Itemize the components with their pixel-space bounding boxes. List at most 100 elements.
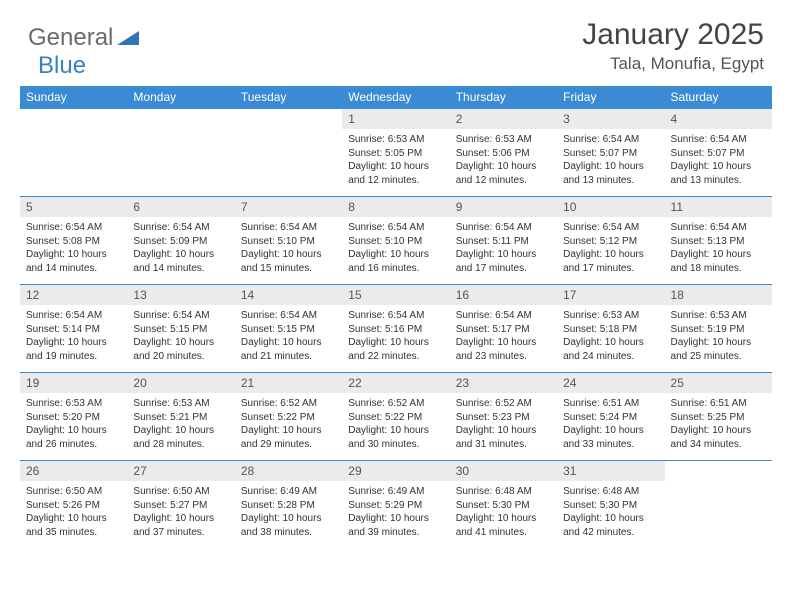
calendar-day-cell: 6Sunrise: 6:54 AMSunset: 5:09 PMDaylight… (127, 197, 234, 285)
day-number: 1 (342, 109, 449, 129)
day-number: 19 (20, 373, 127, 393)
day-number: 24 (557, 373, 664, 393)
day-details: Sunrise: 6:52 AMSunset: 5:22 PMDaylight:… (342, 393, 449, 457)
day-number: 10 (557, 197, 664, 217)
day-details: Sunrise: 6:51 AMSunset: 5:24 PMDaylight:… (557, 393, 664, 457)
location-text: Tala, Monufia, Egypt (582, 54, 764, 74)
calendar-day-cell (20, 109, 127, 197)
calendar-table: SundayMondayTuesdayWednesdayThursdayFrid… (20, 86, 772, 549)
calendar-day-cell: 10Sunrise: 6:54 AMSunset: 5:12 PMDayligh… (557, 197, 664, 285)
dow-header: Tuesday (235, 86, 342, 109)
calendar-day-cell: 12Sunrise: 6:54 AMSunset: 5:14 PMDayligh… (20, 285, 127, 373)
calendar-day-cell: 9Sunrise: 6:54 AMSunset: 5:11 PMDaylight… (450, 197, 557, 285)
day-number: 11 (665, 197, 772, 217)
calendar-day-cell: 29Sunrise: 6:49 AMSunset: 5:29 PMDayligh… (342, 461, 449, 549)
brand-logo: General (28, 24, 141, 52)
day-details: Sunrise: 6:53 AMSunset: 5:19 PMDaylight:… (665, 305, 772, 369)
calendar-week-row: 1Sunrise: 6:53 AMSunset: 5:05 PMDaylight… (20, 109, 772, 197)
day-details: Sunrise: 6:54 AMSunset: 5:17 PMDaylight:… (450, 305, 557, 369)
calendar-week-row: 26Sunrise: 6:50 AMSunset: 5:26 PMDayligh… (20, 461, 772, 549)
day-details: Sunrise: 6:54 AMSunset: 5:15 PMDaylight:… (235, 305, 342, 369)
calendar-day-cell (235, 109, 342, 197)
calendar-day-cell: 16Sunrise: 6:54 AMSunset: 5:17 PMDayligh… (450, 285, 557, 373)
calendar-day-cell: 14Sunrise: 6:54 AMSunset: 5:15 PMDayligh… (235, 285, 342, 373)
day-number: 16 (450, 285, 557, 305)
day-number: 12 (20, 285, 127, 305)
day-details: Sunrise: 6:49 AMSunset: 5:29 PMDaylight:… (342, 481, 449, 545)
day-details: Sunrise: 6:53 AMSunset: 5:21 PMDaylight:… (127, 393, 234, 457)
day-details: Sunrise: 6:54 AMSunset: 5:08 PMDaylight:… (20, 217, 127, 281)
calendar-day-cell: 7Sunrise: 6:54 AMSunset: 5:10 PMDaylight… (235, 197, 342, 285)
day-details: Sunrise: 6:54 AMSunset: 5:10 PMDaylight:… (235, 217, 342, 281)
day-details: Sunrise: 6:54 AMSunset: 5:15 PMDaylight:… (127, 305, 234, 369)
calendar-day-cell: 4Sunrise: 6:54 AMSunset: 5:07 PMDaylight… (665, 109, 772, 197)
day-details: Sunrise: 6:53 AMSunset: 5:20 PMDaylight:… (20, 393, 127, 457)
day-number: 6 (127, 197, 234, 217)
day-number: 28 (235, 461, 342, 481)
day-number: 23 (450, 373, 557, 393)
day-number: 13 (127, 285, 234, 305)
calendar-day-cell: 21Sunrise: 6:52 AMSunset: 5:22 PMDayligh… (235, 373, 342, 461)
day-number: 18 (665, 285, 772, 305)
brand-triangle-icon (117, 27, 139, 50)
day-number: 3 (557, 109, 664, 129)
day-number: 7 (235, 197, 342, 217)
day-number: 5 (20, 197, 127, 217)
calendar-day-cell: 2Sunrise: 6:53 AMSunset: 5:06 PMDaylight… (450, 109, 557, 197)
day-details: Sunrise: 6:48 AMSunset: 5:30 PMDaylight:… (450, 481, 557, 545)
day-number: 31 (557, 461, 664, 481)
calendar-day-cell: 5Sunrise: 6:54 AMSunset: 5:08 PMDaylight… (20, 197, 127, 285)
day-number: 21 (235, 373, 342, 393)
calendar-day-cell: 28Sunrise: 6:49 AMSunset: 5:28 PMDayligh… (235, 461, 342, 549)
day-details: Sunrise: 6:54 AMSunset: 5:09 PMDaylight:… (127, 217, 234, 281)
day-details: Sunrise: 6:54 AMSunset: 5:14 PMDaylight:… (20, 305, 127, 369)
calendar-day-cell: 11Sunrise: 6:54 AMSunset: 5:13 PMDayligh… (665, 197, 772, 285)
calendar-day-cell: 22Sunrise: 6:52 AMSunset: 5:22 PMDayligh… (342, 373, 449, 461)
month-title: January 2025 (582, 18, 764, 52)
calendar-day-cell (127, 109, 234, 197)
day-details: Sunrise: 6:51 AMSunset: 5:25 PMDaylight:… (665, 393, 772, 457)
calendar-body: 1Sunrise: 6:53 AMSunset: 5:05 PMDaylight… (20, 109, 772, 549)
dow-header: Monday (127, 86, 234, 109)
day-number: 8 (342, 197, 449, 217)
day-details: Sunrise: 6:50 AMSunset: 5:27 PMDaylight:… (127, 481, 234, 545)
day-number: 25 (665, 373, 772, 393)
calendar-day-cell: 19Sunrise: 6:53 AMSunset: 5:20 PMDayligh… (20, 373, 127, 461)
calendar-day-cell: 31Sunrise: 6:48 AMSunset: 5:30 PMDayligh… (557, 461, 664, 549)
calendar-day-cell: 20Sunrise: 6:53 AMSunset: 5:21 PMDayligh… (127, 373, 234, 461)
day-details: Sunrise: 6:53 AMSunset: 5:05 PMDaylight:… (342, 129, 449, 193)
day-number: 22 (342, 373, 449, 393)
day-details: Sunrise: 6:54 AMSunset: 5:10 PMDaylight:… (342, 217, 449, 281)
calendar-day-cell: 27Sunrise: 6:50 AMSunset: 5:27 PMDayligh… (127, 461, 234, 549)
day-number: 20 (127, 373, 234, 393)
calendar-day-cell (665, 461, 772, 549)
day-number: 14 (235, 285, 342, 305)
day-number: 29 (342, 461, 449, 481)
day-number: 4 (665, 109, 772, 129)
calendar-day-cell: 8Sunrise: 6:54 AMSunset: 5:10 PMDaylight… (342, 197, 449, 285)
dow-header: Wednesday (342, 86, 449, 109)
calendar-day-cell: 24Sunrise: 6:51 AMSunset: 5:24 PMDayligh… (557, 373, 664, 461)
day-details: Sunrise: 6:54 AMSunset: 5:07 PMDaylight:… (557, 129, 664, 193)
calendar-day-cell: 25Sunrise: 6:51 AMSunset: 5:25 PMDayligh… (665, 373, 772, 461)
header: General January 2025 Tala, Monufia, Egyp… (0, 0, 792, 80)
calendar-day-cell: 30Sunrise: 6:48 AMSunset: 5:30 PMDayligh… (450, 461, 557, 549)
calendar-day-cell: 15Sunrise: 6:54 AMSunset: 5:16 PMDayligh… (342, 285, 449, 373)
day-details: Sunrise: 6:54 AMSunset: 5:12 PMDaylight:… (557, 217, 664, 281)
day-details: Sunrise: 6:54 AMSunset: 5:07 PMDaylight:… (665, 129, 772, 193)
calendar-day-cell: 18Sunrise: 6:53 AMSunset: 5:19 PMDayligh… (665, 285, 772, 373)
day-of-week-row: SundayMondayTuesdayWednesdayThursdayFrid… (20, 86, 772, 109)
day-details: Sunrise: 6:54 AMSunset: 5:11 PMDaylight:… (450, 217, 557, 281)
day-details: Sunrise: 6:53 AMSunset: 5:18 PMDaylight:… (557, 305, 664, 369)
day-number: 30 (450, 461, 557, 481)
calendar-week-row: 12Sunrise: 6:54 AMSunset: 5:14 PMDayligh… (20, 285, 772, 373)
day-details: Sunrise: 6:50 AMSunset: 5:26 PMDaylight:… (20, 481, 127, 545)
dow-header: Saturday (665, 86, 772, 109)
day-details: Sunrise: 6:52 AMSunset: 5:23 PMDaylight:… (450, 393, 557, 457)
calendar-week-row: 19Sunrise: 6:53 AMSunset: 5:20 PMDayligh… (20, 373, 772, 461)
day-number: 26 (20, 461, 127, 481)
calendar-day-cell: 13Sunrise: 6:54 AMSunset: 5:15 PMDayligh… (127, 285, 234, 373)
day-number: 27 (127, 461, 234, 481)
day-number: 15 (342, 285, 449, 305)
calendar-day-cell: 23Sunrise: 6:52 AMSunset: 5:23 PMDayligh… (450, 373, 557, 461)
